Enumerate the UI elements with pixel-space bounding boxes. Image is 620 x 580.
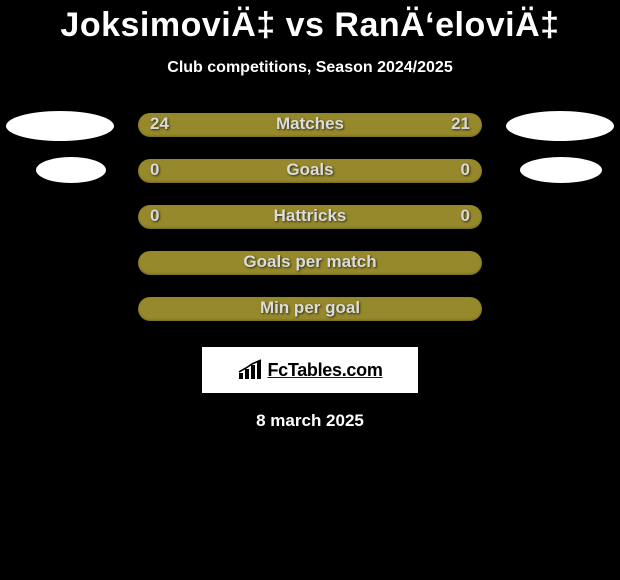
stat-right-value: 21 xyxy=(451,114,470,134)
bar-chart-icon xyxy=(237,359,263,381)
stat-row: 24 Matches 21 xyxy=(0,111,620,157)
stat-row: Goals per match xyxy=(0,249,620,295)
stat-row: 0 Goals 0 xyxy=(0,157,620,203)
stat-left-value: 24 xyxy=(150,114,169,134)
stat-right-value: 0 xyxy=(461,160,470,180)
stat-row: Min per goal xyxy=(0,295,620,341)
stat-left-value: 0 xyxy=(150,160,159,180)
stat-left-value: 0 xyxy=(150,206,159,226)
page-title: JoksimoviÄ‡ vs RanÄ‘eloviÄ‡ xyxy=(0,0,620,45)
player-left-blob xyxy=(36,157,106,183)
stat-pill xyxy=(138,251,482,275)
brand-text: FcTables.com xyxy=(267,360,382,381)
stats-area: 24 Matches 21 0 Goals 0 0 Hattricks 0 Go… xyxy=(0,111,620,341)
date-label: 8 march 2025 xyxy=(0,411,620,431)
brand-link[interactable]: FcTables.com xyxy=(202,347,418,393)
stat-pill xyxy=(138,205,482,229)
page-subtitle: Club competitions, Season 2024/2025 xyxy=(0,59,620,77)
stat-pill xyxy=(138,113,482,137)
stat-pill xyxy=(138,297,482,321)
stat-pill xyxy=(138,159,482,183)
stat-right-value: 0 xyxy=(461,206,470,226)
player-right-blob xyxy=(520,157,602,183)
player-right-blob xyxy=(506,111,614,141)
player-left-blob xyxy=(6,111,114,141)
stat-row: 0 Hattricks 0 xyxy=(0,203,620,249)
